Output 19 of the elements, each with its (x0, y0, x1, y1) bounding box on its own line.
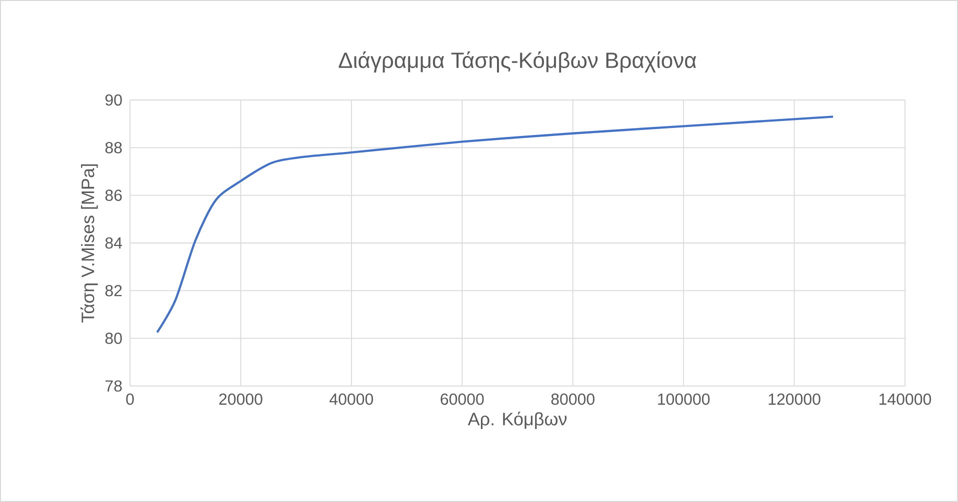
x-tick-label: 80000 (551, 394, 594, 405)
x-tick-label: 100000 (658, 394, 710, 405)
y-tick-label: 88 (105, 142, 122, 154)
x-axis-title: Αρ. Κόμβων (468, 412, 567, 430)
x-tick-label: 120000 (768, 394, 820, 405)
y-tick-label: 86 (105, 190, 122, 201)
line-series (156, 116, 834, 334)
y-tick-label: 82 (105, 284, 122, 296)
x-tick-label: 20000 (219, 394, 262, 405)
y-tick-label: 78 (105, 380, 122, 392)
y-axis-title: Τάση V.Mises [MPa] (80, 164, 98, 323)
y-tick-label: 80 (105, 332, 122, 344)
x-tick-label: 40000 (330, 394, 374, 405)
y-tick-label: 90 (105, 94, 122, 106)
y-tick-label: 84 (105, 237, 122, 249)
chart-title: Διάγραμμα Τάσης-Κόμβων Βραχίονα (338, 51, 696, 72)
x-tick-label: 60000 (440, 394, 484, 405)
x-tick-label: 0 (126, 394, 134, 405)
x-tick-label: 140000 (880, 394, 932, 405)
